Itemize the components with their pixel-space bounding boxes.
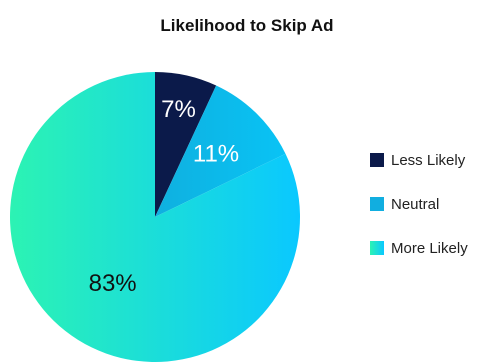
- pie-slice-more-likely: [10, 72, 300, 362]
- pie-slice-neutral: [155, 85, 286, 217]
- legend: Less Likely Neutral More Likely: [370, 150, 468, 282]
- legend-label-neutral: Neutral: [391, 195, 440, 213]
- pie-slice-less-likely: [155, 72, 217, 217]
- legend-swatch-more-likely: [370, 241, 384, 255]
- legend-label-more-likely: More Likely: [391, 239, 468, 257]
- legend-swatch-less-likely: [370, 153, 384, 167]
- legend-swatch-neutral: [370, 197, 384, 211]
- legend-item-more-likely: More Likely: [370, 238, 468, 258]
- slice-label-neutral: 11%: [193, 140, 239, 167]
- legend-item-less-likely: Less Likely: [370, 150, 468, 170]
- chart-title: Likelihood to Skip Ad: [160, 16, 334, 35]
- legend-item-neutral: Neutral: [370, 194, 468, 214]
- slice-label-more-likely: 83%: [89, 270, 137, 297]
- slice-label-less-likely: 7%: [161, 96, 196, 123]
- legend-label-less-likely: Less Likely: [391, 151, 466, 169]
